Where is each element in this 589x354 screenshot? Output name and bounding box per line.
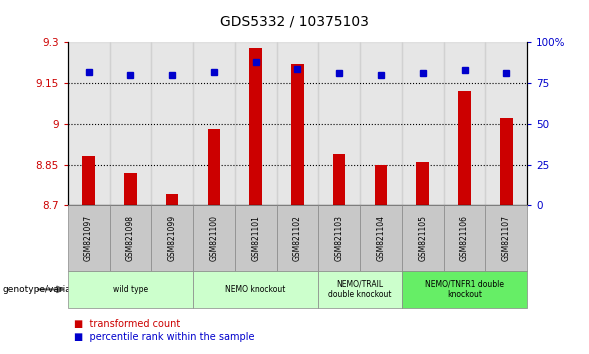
Bar bbox=[500, 119, 512, 205]
Text: GDS5332 / 10375103: GDS5332 / 10375103 bbox=[220, 14, 369, 28]
Bar bbox=[318, 42, 360, 205]
Text: GSM821107: GSM821107 bbox=[502, 215, 511, 261]
Text: NEMO knockout: NEMO knockout bbox=[226, 285, 286, 294]
Bar bbox=[249, 48, 262, 205]
Text: GSM821101: GSM821101 bbox=[251, 215, 260, 261]
Text: GSM821098: GSM821098 bbox=[126, 215, 135, 261]
Text: GSM821097: GSM821097 bbox=[84, 215, 93, 261]
Bar bbox=[166, 194, 178, 205]
Bar bbox=[124, 173, 137, 205]
Bar bbox=[68, 42, 110, 205]
Text: NEMO/TRAIL
double knockout: NEMO/TRAIL double knockout bbox=[328, 280, 392, 299]
Bar bbox=[360, 42, 402, 205]
Text: genotype/variation: genotype/variation bbox=[3, 285, 89, 294]
Bar bbox=[416, 162, 429, 205]
Bar bbox=[235, 42, 277, 205]
Bar bbox=[375, 165, 387, 205]
Text: GSM821099: GSM821099 bbox=[168, 215, 177, 261]
Text: GSM821106: GSM821106 bbox=[460, 215, 469, 261]
Bar bbox=[458, 91, 471, 205]
Text: ■  transformed count: ■ transformed count bbox=[74, 319, 180, 329]
Bar bbox=[151, 42, 193, 205]
Bar bbox=[110, 42, 151, 205]
Text: GSM821100: GSM821100 bbox=[210, 215, 219, 261]
Bar bbox=[193, 42, 235, 205]
Bar bbox=[444, 42, 485, 205]
Text: ■  percentile rank within the sample: ■ percentile rank within the sample bbox=[74, 332, 254, 342]
Text: GSM821105: GSM821105 bbox=[418, 215, 427, 261]
Bar bbox=[291, 64, 304, 205]
Bar bbox=[82, 156, 95, 205]
Text: GSM821104: GSM821104 bbox=[376, 215, 385, 261]
Text: GSM821102: GSM821102 bbox=[293, 215, 302, 261]
Bar bbox=[402, 42, 444, 205]
Text: GSM821103: GSM821103 bbox=[335, 215, 344, 261]
Text: NEMO/TNFR1 double
knockout: NEMO/TNFR1 double knockout bbox=[425, 280, 504, 299]
Bar bbox=[208, 129, 220, 205]
Bar bbox=[277, 42, 318, 205]
Bar bbox=[485, 42, 527, 205]
Text: wild type: wild type bbox=[113, 285, 148, 294]
Bar bbox=[333, 154, 346, 205]
